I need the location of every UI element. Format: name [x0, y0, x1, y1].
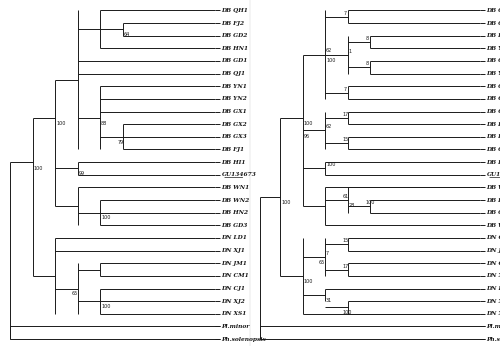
Text: 100: 100: [101, 304, 110, 309]
Text: DN XJ2: DN XJ2: [486, 299, 500, 304]
Text: 100: 100: [326, 58, 336, 63]
Text: DN CJ1: DN CJ1: [222, 286, 246, 291]
Text: GU134673: GU134673: [486, 172, 500, 177]
Text: DB GD1: DB GD1: [222, 58, 248, 63]
Text: DB GD2: DB GD2: [486, 147, 500, 152]
Text: DB GX1: DB GX1: [222, 109, 247, 114]
Text: DB HN1: DB HN1: [222, 46, 248, 51]
Text: 17: 17: [342, 264, 349, 268]
Text: DN CJ1: DN CJ1: [486, 235, 500, 240]
Text: DB GX2: DB GX2: [486, 20, 500, 26]
Text: DB GX3: DB GX3: [486, 58, 500, 63]
Text: DN XJ2: DN XJ2: [222, 299, 246, 304]
Text: 100: 100: [304, 121, 313, 126]
Text: DB GD3: DB GD3: [222, 223, 248, 228]
Text: DB YN2: DB YN2: [222, 97, 248, 101]
Text: DB FJ2: DB FJ2: [222, 20, 244, 26]
Text: 7: 7: [326, 251, 329, 256]
Text: DB YN1: DB YN1: [222, 84, 248, 89]
Text: DB QJ1: DB QJ1: [486, 97, 500, 101]
Text: DB QH1: DB QH1: [486, 109, 500, 114]
Text: 88: 88: [101, 121, 107, 126]
Text: 8: 8: [366, 61, 369, 66]
Text: DB GD3: DB GD3: [486, 210, 500, 215]
Text: 7: 7: [344, 86, 346, 92]
Text: 1: 1: [348, 48, 352, 54]
Text: DN XS1: DN XS1: [222, 311, 247, 316]
Text: DN JM1: DN JM1: [486, 248, 500, 253]
Text: DB FJ1: DB FJ1: [486, 33, 500, 38]
Text: DB HN2: DB HN2: [222, 210, 248, 215]
Text: DB WN1: DB WN1: [486, 185, 500, 190]
Text: DB GX3: DB GX3: [222, 134, 247, 139]
Text: 96: 96: [304, 134, 310, 139]
Text: 8: 8: [366, 36, 369, 41]
Text: 61: 61: [342, 194, 349, 199]
Text: DN XJ1: DN XJ1: [222, 248, 246, 253]
Text: 65: 65: [72, 291, 78, 295]
Text: 100: 100: [34, 165, 43, 171]
Text: Ph.solenopsis: Ph.solenopsis: [222, 337, 266, 342]
Text: 65: 65: [319, 260, 325, 265]
Text: DB GX2: DB GX2: [222, 122, 247, 127]
Text: 15: 15: [342, 137, 349, 142]
Text: 31: 31: [326, 298, 332, 303]
Text: Pl.minor: Pl.minor: [222, 324, 250, 329]
Text: DN XJ1: DN XJ1: [486, 273, 500, 279]
Text: 17: 17: [342, 112, 349, 117]
Text: DN JM1: DN JM1: [222, 261, 248, 266]
Text: DN XS1: DN XS1: [486, 311, 500, 316]
Text: 100: 100: [304, 279, 313, 284]
Text: 7: 7: [344, 11, 346, 16]
Text: DB YN1: DB YN1: [486, 46, 500, 51]
Text: DB YN2: DB YN2: [486, 71, 500, 76]
Text: 99: 99: [78, 171, 84, 176]
Text: DB WN1: DB WN1: [222, 185, 250, 190]
Text: DB HN1: DB HN1: [486, 134, 500, 139]
Text: DB QJ1: DB QJ1: [222, 71, 246, 76]
Text: 15: 15: [342, 238, 349, 243]
Text: DB GD2: DB GD2: [222, 33, 248, 38]
Text: 100: 100: [281, 200, 290, 205]
Text: 62: 62: [326, 124, 332, 129]
Text: 100: 100: [342, 310, 352, 315]
Text: 100: 100: [365, 200, 374, 205]
Text: Pl.minor: Pl.minor: [486, 324, 500, 329]
Text: 28: 28: [348, 203, 355, 208]
Text: 100: 100: [326, 162, 336, 167]
Text: 62: 62: [326, 48, 332, 53]
Text: GU134673: GU134673: [222, 172, 256, 177]
Text: DB HI1: DB HI1: [222, 160, 246, 165]
Text: Ph.solenopsis: Ph.solenopsis: [486, 337, 500, 342]
Text: DB FJ2: DB FJ2: [486, 122, 500, 127]
Text: DN CM1: DN CM1: [222, 273, 249, 279]
Text: 79: 79: [118, 139, 124, 145]
Text: DB WN2: DB WN2: [222, 198, 250, 202]
Text: DN CM1: DN CM1: [486, 261, 500, 266]
Text: 64: 64: [124, 32, 130, 37]
Text: DB FJ1: DB FJ1: [222, 147, 244, 152]
Text: DB HI1: DB HI1: [486, 160, 500, 165]
Text: DB GX1: DB GX1: [486, 84, 500, 89]
Text: DN LD1: DN LD1: [486, 286, 500, 291]
Text: DB QH1: DB QH1: [222, 8, 248, 13]
Text: 100: 100: [56, 121, 66, 126]
Text: 100: 100: [101, 216, 110, 220]
Text: DB WN2: DB WN2: [486, 223, 500, 228]
Text: DB GD1: DB GD1: [486, 8, 500, 13]
Text: DN LD1: DN LD1: [222, 235, 248, 240]
Text: DB HN2: DB HN2: [486, 198, 500, 202]
